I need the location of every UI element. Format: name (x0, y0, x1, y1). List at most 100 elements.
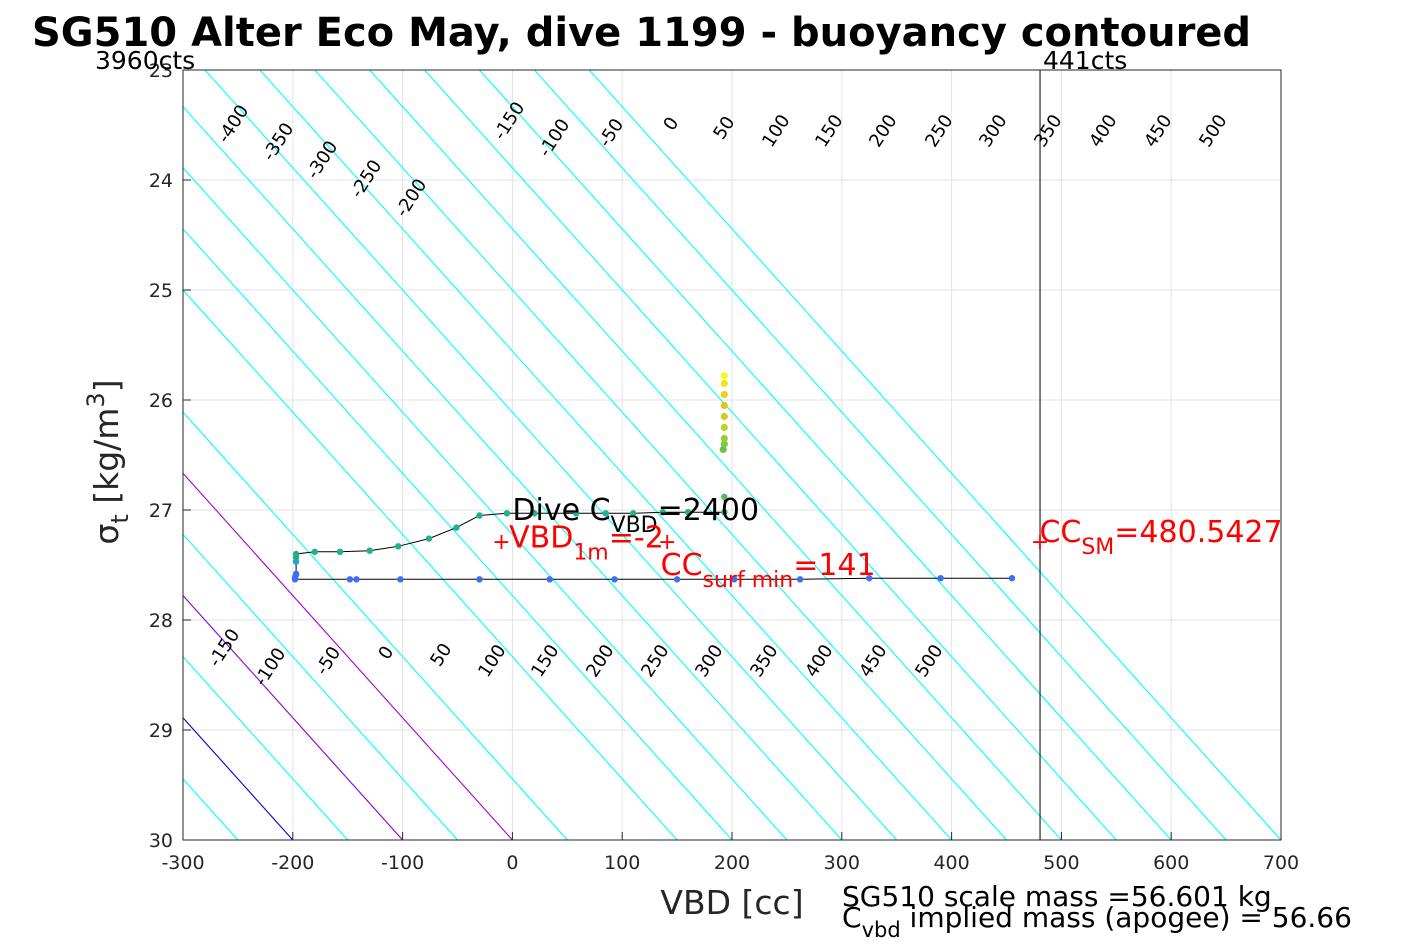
contour-line-cyan (183, 411, 568, 840)
contour-line-cyan (424, 70, 1117, 840)
contour-line-cyan (0, 70, 73, 840)
footer-cvbd-main: C (842, 901, 862, 934)
dive-cvbd-label-sub: VBD (611, 513, 658, 538)
cc-surf-min-label-tail: =141 (793, 548, 875, 583)
corner-label-left: 3960cts (95, 46, 195, 75)
contour-line-cyan (183, 228, 733, 840)
dive-point (366, 547, 373, 554)
apogee-point (719, 445, 727, 454)
dive-point (572, 510, 580, 517)
y-axis-label-sub: t (106, 514, 134, 523)
dive-point (531, 510, 538, 517)
dive-point (721, 493, 728, 500)
dive-point (292, 570, 300, 577)
dive-point (673, 576, 681, 583)
vbd-1m-label-main: VBD (509, 521, 573, 556)
cc-surf-min-label-main: CC (661, 548, 703, 583)
dive-point (476, 512, 483, 519)
y-tick-label: 30 (149, 830, 173, 852)
dive-point (292, 550, 300, 558)
contour-line-cyan (204, 70, 898, 840)
x-tick-label: 700 (1263, 852, 1299, 874)
apogee-point (720, 423, 728, 432)
cc-sm-label-main: CC (1039, 515, 1081, 550)
axis-ticks: -300 -200 -100 0 100 200 300 400 500 600 700 23 24 25… (149, 60, 1299, 874)
cc-sm-label-tail: =480.5427 (1114, 515, 1282, 550)
y-axis-label-unit-close: ] (87, 379, 126, 392)
y-axis-label-unit: [kg/m (87, 408, 126, 515)
buoyancy-contours (0, 70, 1281, 840)
x-tick-label: 200 (714, 852, 750, 874)
contour-line-purple (183, 472, 513, 840)
dive-point (395, 543, 402, 550)
dive-point (311, 548, 318, 555)
dive-point (602, 510, 609, 517)
cc-sm-label: CCSM=480.5427 (1039, 515, 1282, 560)
dive-point (796, 576, 804, 583)
dive-point (453, 524, 460, 531)
contour-line-cyan (183, 105, 843, 840)
apogee-point (720, 412, 728, 421)
x-tick-label: 100 (604, 852, 640, 874)
x-tick-label: 500 (1043, 852, 1079, 874)
dive-point (659, 509, 667, 516)
corner-label-right: 441cts (1043, 46, 1127, 75)
contour-line-cyan (183, 655, 349, 840)
footer-implied-tail: implied mass (apogee) = 56.66 (901, 901, 1352, 934)
apogee-point (720, 372, 728, 380)
dive-point (721, 509, 728, 516)
dive-point (353, 576, 360, 583)
vbd-1m-label: VBD1m=-2 (509, 521, 664, 566)
y-tick-label: 24 (149, 170, 173, 192)
footer-cvbd-sub: vbd (862, 918, 901, 942)
cc-sm-marker: + (1031, 530, 1049, 555)
vbd-1m-label-tail: =-2 (609, 521, 664, 556)
cc-surf-min-marker: + (658, 530, 676, 555)
x-tick-label: 300 (824, 852, 860, 874)
contour-line-cyan (369, 70, 1062, 840)
chart-title: SG510 Alter Eco May, dive 1199 - buoyanc… (32, 10, 1251, 56)
x-tick-label: -300 (161, 852, 204, 874)
dive-cvbd-label-tail: =2400 (658, 493, 759, 528)
x-tick-label: -200 (271, 852, 314, 874)
contour-line-cyan (183, 166, 788, 840)
apogee-point (720, 434, 728, 443)
contour-line-cyan (259, 70, 953, 840)
footer-scale-mass: SG510 scale mass =56.601 kg (842, 880, 1272, 913)
apogee-point (720, 440, 728, 448)
x-tick-label: 0 (506, 852, 518, 874)
cc-surf-min-label: CCsurf min=141 (661, 548, 876, 593)
contour-line-cyan (533, 70, 1227, 840)
dive-cvbd-label-main: Dive C (512, 493, 610, 528)
dive-point (546, 576, 553, 583)
y-axis-label-base: σ (87, 524, 126, 545)
dive-point (336, 548, 344, 555)
x-tick-label: 400 (933, 852, 969, 874)
contour-line-cyan (314, 70, 1007, 840)
contour-line-cyan (183, 289, 678, 840)
footer-implied-mass: Cvbd implied mass (apogee) = 56.66 (842, 901, 1352, 942)
dive-point (937, 575, 944, 582)
y-tick-label: 29 (149, 720, 173, 742)
dive-point (397, 576, 404, 583)
cc-sm-label-sub: SM (1081, 535, 1114, 560)
contour-line-cyan (479, 70, 1172, 840)
y-tick-label: 23 (149, 60, 173, 82)
dive-point (425, 535, 433, 542)
annotations: Dive CVBD=2400+VBD1m=-2+CCsurf min=141+C… (492, 493, 1282, 593)
y-tick-label: 28 (149, 610, 173, 632)
dive-point (611, 576, 618, 583)
y-axis-label: σt [kg/m3] (82, 379, 134, 544)
contour-line-cyan (0, 70, 18, 840)
dive-point (866, 575, 873, 582)
dive-point (629, 510, 637, 517)
y-tick-label: 26 (149, 390, 173, 412)
y-tick-label: 27 (149, 500, 173, 522)
y-tick-label: 25 (149, 280, 173, 302)
contour-line-cyan (183, 533, 458, 840)
y-axis-label-unit-sup: 3 (82, 392, 110, 407)
dive-point (476, 576, 483, 583)
contour-line-purple (183, 594, 404, 840)
dive-point (730, 576, 738, 583)
